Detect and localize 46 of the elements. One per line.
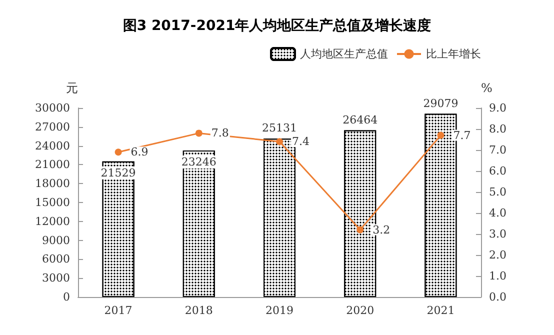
y-tick-label: 21000 <box>35 158 70 172</box>
x-tick-label: 2019 <box>266 304 294 317</box>
y-tick-label: 30000 <box>35 102 70 114</box>
x-tick-label: 2017 <box>104 304 132 317</box>
y-tick-label: 9000 <box>42 234 70 247</box>
point <box>437 132 444 139</box>
x-tick-label: 2021 <box>426 304 455 317</box>
y-tick-label: 0 <box>63 290 70 304</box>
y-tick-label: 12000 <box>35 214 70 228</box>
data-label: 7.8 <box>211 126 229 140</box>
point <box>356 226 364 234</box>
point <box>195 130 202 137</box>
x-tick-label: 2020 <box>346 304 374 317</box>
y2-tick-label: 9.0 <box>489 102 506 114</box>
y2-tick-label: 0.0 <box>489 290 506 304</box>
point <box>114 148 122 156</box>
data-label: 26464 <box>342 113 378 126</box>
y-tick-label: 24000 <box>35 139 70 152</box>
legend-label: 比上年增长 <box>426 48 481 60</box>
y2-tick-label: 7.0 <box>489 144 506 156</box>
data-label: 21529 <box>100 166 136 180</box>
data-label: 7.4 <box>292 135 310 148</box>
data-label: 7.7 <box>453 128 471 142</box>
y-tick-label: 27000 <box>35 120 70 134</box>
y-tick-label: 18000 <box>35 177 70 190</box>
y-tick-label: 3000 <box>42 272 70 285</box>
y2-tick-label: 1.0 <box>489 270 506 282</box>
x-tick-label: 2018 <box>184 304 213 317</box>
y2-axis-title: % <box>481 81 492 95</box>
y-tick-label: 6000 <box>42 252 70 266</box>
y2-tick-label: 5.0 <box>489 186 506 198</box>
chart-title: 图3 2017-2021年人均地区生产总值及增长速度 <box>122 17 432 34</box>
y-axis-title: 元 <box>66 81 78 95</box>
point <box>276 138 283 146</box>
legend-label: 人均地区生产总值 <box>300 48 388 60</box>
data-label: 23246 <box>181 156 216 169</box>
y2-tick-label: 3.0 <box>489 228 506 240</box>
data-label: 3.2 <box>372 223 390 236</box>
y-tick-label: 15000 <box>35 196 70 209</box>
data-label: 25131 <box>262 122 297 135</box>
y2-tick-label: 4.0 <box>489 206 506 220</box>
y2-tick-label: 8.0 <box>489 122 506 136</box>
y2-tick-label: 2.0 <box>489 248 506 262</box>
data-label: 29079 <box>423 96 458 110</box>
y2-tick-label: 6.0 <box>489 164 506 178</box>
data-label: 6.9 <box>130 146 148 159</box>
